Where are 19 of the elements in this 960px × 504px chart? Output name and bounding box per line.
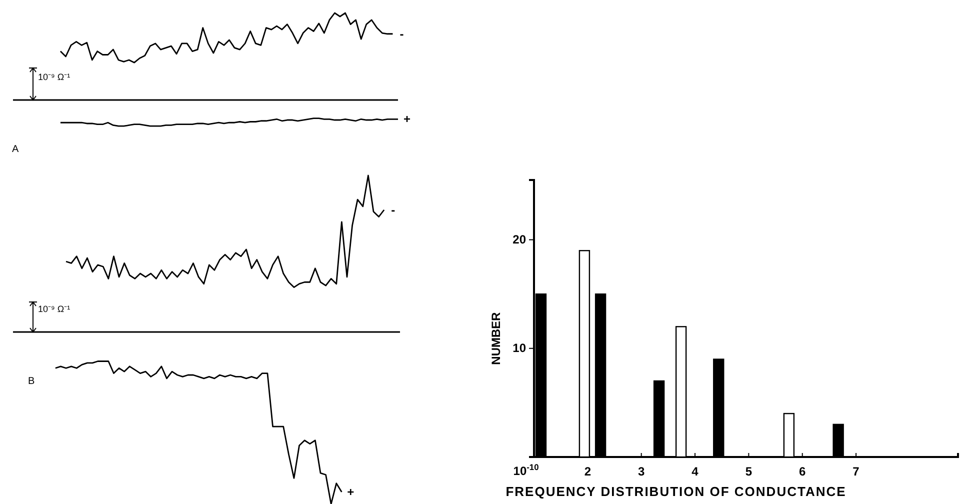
series-label: - xyxy=(400,26,404,41)
y-tick-label: 10 xyxy=(512,341,526,356)
x-axis-title: FREQUENCY DISTRIBUTION OF CONDUCTANCE xyxy=(506,484,846,499)
x-tick-label: 5 xyxy=(745,464,752,479)
text: A xyxy=(12,144,19,155)
x-tick-label: 4 xyxy=(692,464,699,479)
x-tick-label: 2 xyxy=(584,464,592,479)
x-tick-label: 7 xyxy=(852,464,860,479)
annotation: 10⁻⁹ Ω⁻¹ xyxy=(38,304,70,314)
x-tick-label: 6 xyxy=(799,464,806,479)
y-axis-title: NUMBER xyxy=(489,312,503,365)
text: 10$^{-10}$ xyxy=(513,462,540,478)
y-tick-label: 20 xyxy=(512,232,526,247)
series-label: + xyxy=(403,112,411,126)
annotation: 10⁻⁹ Ω⁻¹ xyxy=(38,72,70,82)
x-tick-label: 3 xyxy=(638,464,645,479)
series-label: - xyxy=(391,202,396,217)
series-label: + xyxy=(347,484,354,499)
text: B xyxy=(28,376,35,387)
